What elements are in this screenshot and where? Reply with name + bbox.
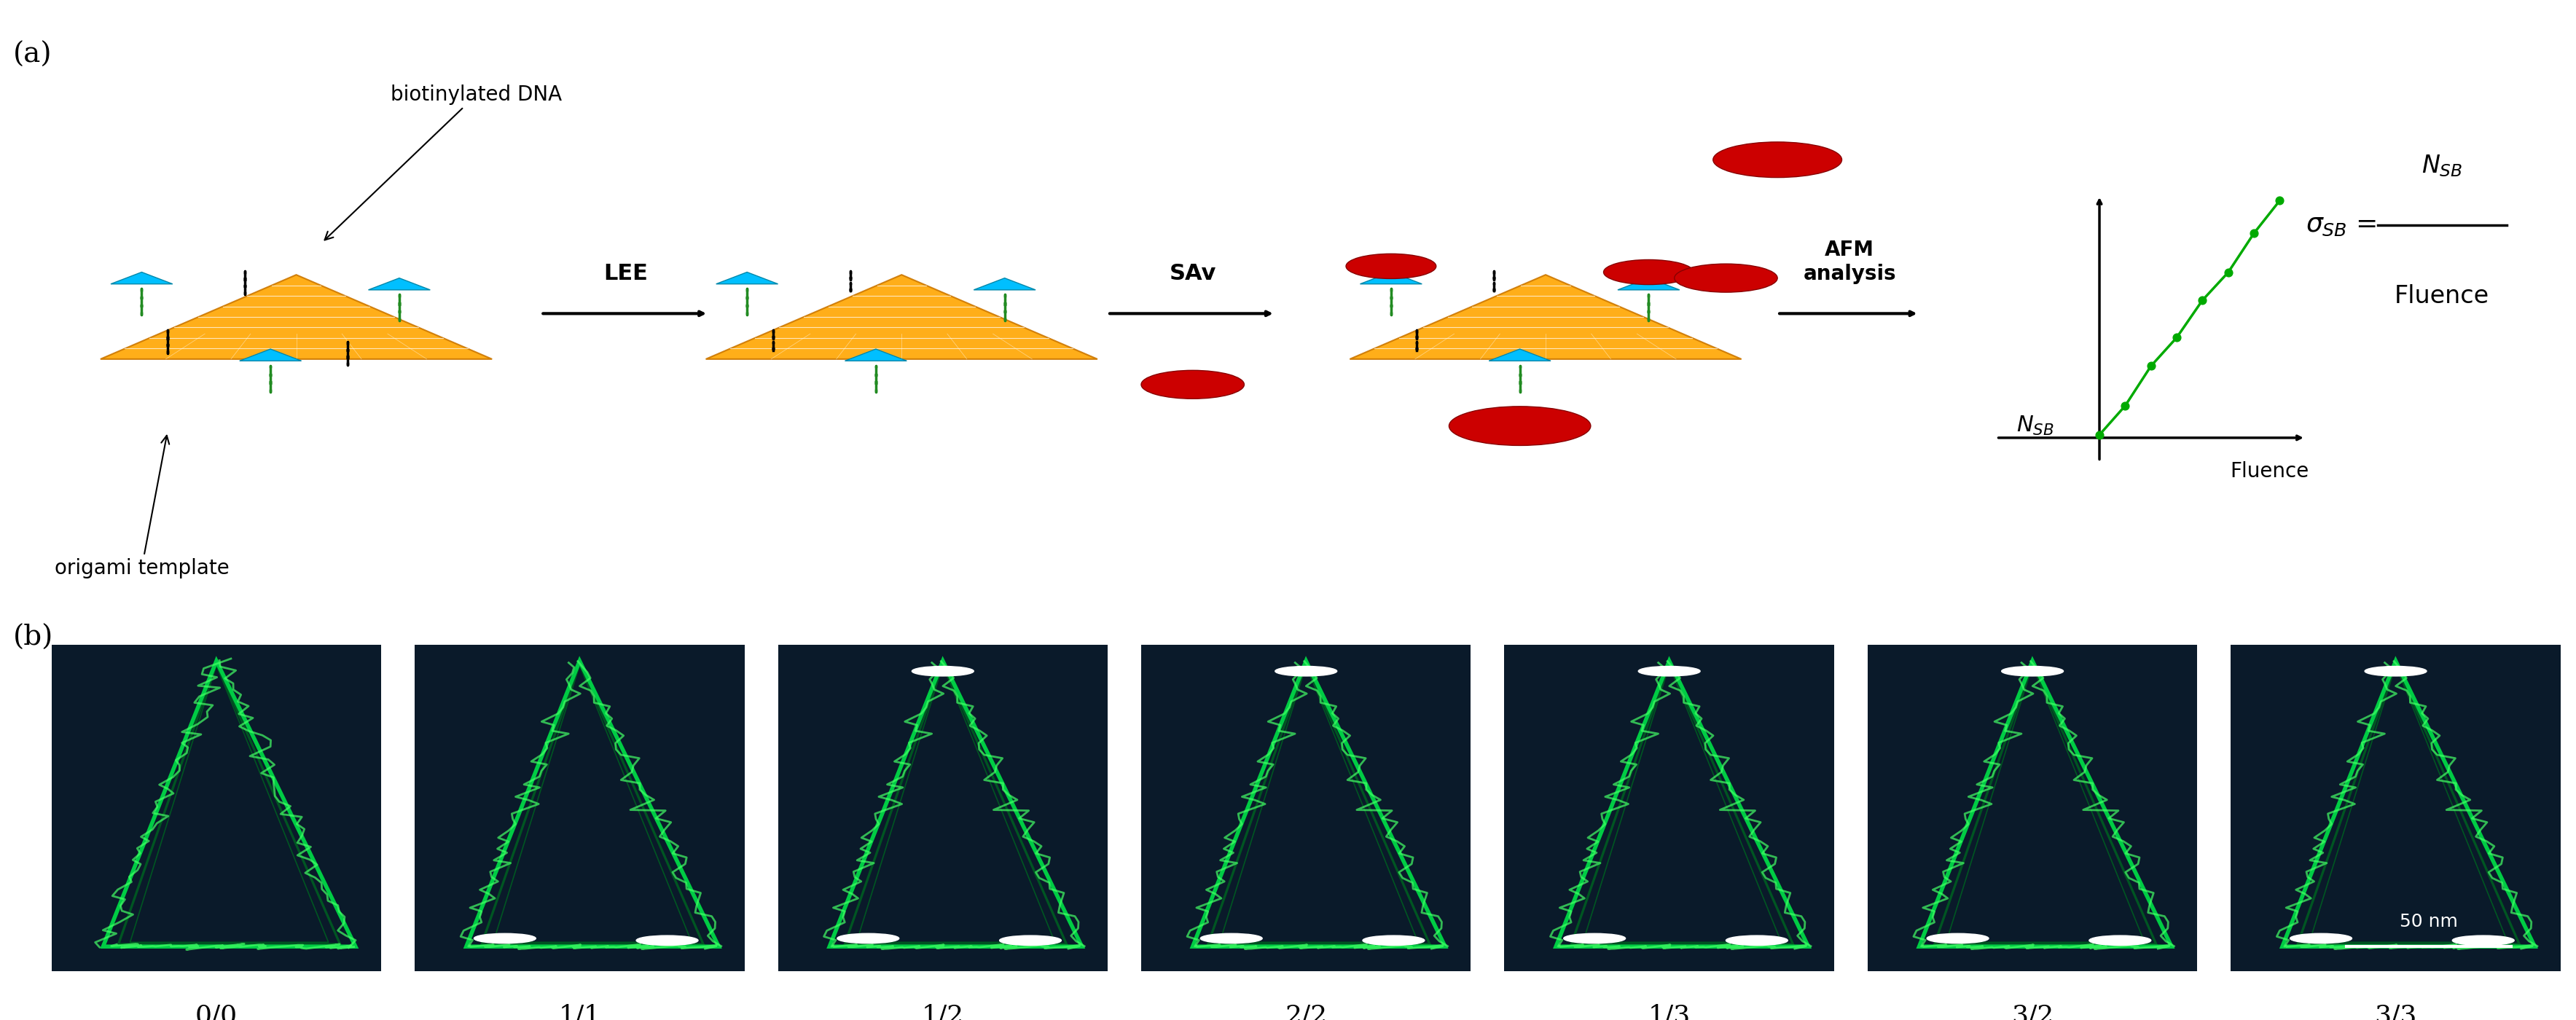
Circle shape <box>1275 666 1337 676</box>
Text: (b): (b) <box>13 624 54 651</box>
Polygon shape <box>1360 272 1422 284</box>
Bar <box>778 645 1108 971</box>
Text: biotinylated DNA: biotinylated DNA <box>325 85 562 240</box>
Circle shape <box>1726 935 1788 946</box>
Text: 50 nm: 50 nm <box>2401 913 2458 930</box>
Ellipse shape <box>1713 142 1842 177</box>
Text: SAv: SAv <box>1170 263 1216 284</box>
Circle shape <box>2290 933 2352 944</box>
Text: 3/3: 3/3 <box>2375 1004 2416 1020</box>
Bar <box>415 645 744 971</box>
Bar <box>2231 645 2561 971</box>
Ellipse shape <box>1141 370 1244 399</box>
Text: $\sigma_{SB}$ =: $\sigma_{SB}$ = <box>2306 212 2380 238</box>
Text: Fluence: Fluence <box>2396 284 2488 308</box>
Polygon shape <box>1489 349 1551 361</box>
Circle shape <box>1564 933 1625 944</box>
Polygon shape <box>716 272 778 284</box>
Text: AFM
analysis: AFM analysis <box>1803 240 1896 284</box>
Circle shape <box>2452 935 2514 946</box>
Point <box>2182 292 2223 308</box>
Text: 3/2: 3/2 <box>2012 1004 2053 1020</box>
Bar <box>1504 645 1834 971</box>
Text: 2/2: 2/2 <box>1285 1004 1327 1020</box>
Circle shape <box>474 933 536 944</box>
Text: LEE: LEE <box>603 263 649 284</box>
Text: $N_{SB}$: $N_{SB}$ <box>2421 153 2463 178</box>
Circle shape <box>1200 933 1262 944</box>
Circle shape <box>1363 935 1425 946</box>
Bar <box>1868 645 2197 971</box>
Ellipse shape <box>1448 406 1592 446</box>
Text: Fluence: Fluence <box>2231 461 2308 481</box>
Ellipse shape <box>1345 254 1437 278</box>
Point <box>2156 329 2197 346</box>
Circle shape <box>837 933 899 944</box>
Circle shape <box>2089 935 2151 946</box>
Circle shape <box>1638 666 1700 676</box>
Polygon shape <box>1350 274 1741 359</box>
Point <box>2259 193 2300 209</box>
Circle shape <box>999 935 1061 946</box>
Text: 1/3: 1/3 <box>1649 1004 1690 1020</box>
Circle shape <box>1927 933 1989 944</box>
Circle shape <box>912 666 974 676</box>
Polygon shape <box>1618 278 1680 290</box>
Text: 0/0: 0/0 <box>196 1004 237 1020</box>
Polygon shape <box>368 278 430 290</box>
Circle shape <box>2365 666 2427 676</box>
Bar <box>1141 645 1471 971</box>
Polygon shape <box>100 274 492 359</box>
Ellipse shape <box>1674 264 1777 293</box>
Text: 1/2: 1/2 <box>922 1004 963 1020</box>
Point <box>2130 358 2172 374</box>
Text: origami template: origami template <box>54 436 229 578</box>
Point <box>2079 426 2120 443</box>
Text: $N_{SB}$: $N_{SB}$ <box>2017 414 2053 438</box>
Polygon shape <box>845 349 907 361</box>
Circle shape <box>2002 666 2063 676</box>
Polygon shape <box>240 349 301 361</box>
Bar <box>52 645 381 971</box>
Circle shape <box>636 935 698 946</box>
Point <box>2105 398 2146 414</box>
Polygon shape <box>974 278 1036 290</box>
Point <box>2208 264 2249 280</box>
Text: 1/1: 1/1 <box>559 1004 600 1020</box>
Polygon shape <box>111 272 173 284</box>
Point <box>2233 225 2275 242</box>
Text: (a): (a) <box>13 42 52 68</box>
Ellipse shape <box>1602 260 1695 285</box>
Polygon shape <box>706 274 1097 359</box>
